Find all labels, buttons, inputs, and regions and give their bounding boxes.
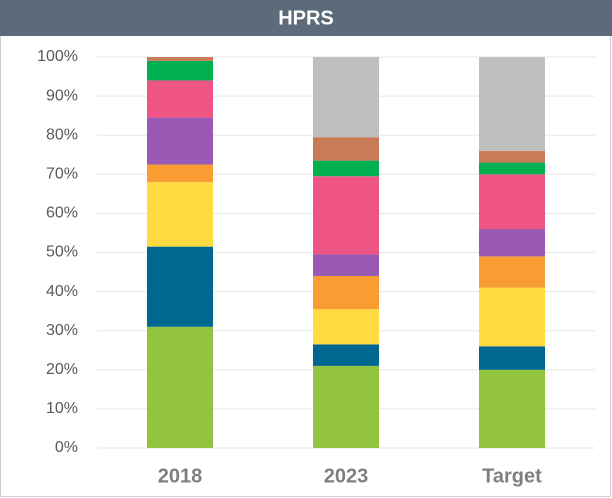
bar-segment bbox=[313, 254, 379, 276]
bar-segment bbox=[479, 256, 545, 288]
bar-segment bbox=[313, 57, 379, 138]
y-tick-label: 30% bbox=[46, 322, 78, 339]
chart-title: HPRS bbox=[278, 7, 334, 29]
y-tick-label: 80% bbox=[46, 126, 78, 143]
bar-segment bbox=[479, 150, 545, 163]
bar-segment bbox=[313, 176, 379, 255]
bar-segment bbox=[479, 162, 545, 175]
bar-segment bbox=[313, 309, 379, 345]
x-tick-label: 2023 bbox=[324, 465, 369, 487]
y-tick-label: 0% bbox=[55, 439, 78, 456]
bar-segment bbox=[313, 275, 379, 310]
bar-segment bbox=[313, 344, 379, 366]
bar-segment bbox=[147, 182, 213, 247]
bar-segment bbox=[147, 164, 213, 183]
y-tick-label: 60% bbox=[46, 205, 78, 222]
bar-segment bbox=[313, 160, 379, 177]
y-tick-label: 90% bbox=[46, 87, 78, 104]
bar-segment bbox=[147, 117, 213, 165]
y-tick-label: 10% bbox=[46, 400, 78, 417]
bar-segment bbox=[479, 57, 545, 151]
bar-segment bbox=[147, 326, 213, 448]
bar-segment bbox=[147, 80, 213, 118]
bar-segment bbox=[479, 287, 545, 347]
bar-segment bbox=[313, 137, 379, 161]
y-tick-label: 40% bbox=[46, 283, 78, 300]
bar-segment bbox=[147, 246, 213, 327]
y-tick-label: 20% bbox=[46, 361, 78, 378]
x-tick-label: Target bbox=[482, 465, 542, 487]
bar-segment bbox=[147, 57, 213, 61]
bar-segment bbox=[313, 365, 379, 448]
x-tick-label: 2018 bbox=[158, 465, 203, 487]
bar-segment bbox=[479, 229, 545, 257]
bar-segment bbox=[479, 174, 545, 230]
y-tick-label: 70% bbox=[46, 166, 78, 183]
title-bar bbox=[0, 0, 612, 36]
bar-segment bbox=[479, 369, 545, 448]
bar-segment bbox=[147, 60, 213, 81]
bar-segment bbox=[479, 346, 545, 370]
y-tick-label: 100% bbox=[37, 48, 78, 65]
y-tick-label: 50% bbox=[46, 244, 78, 261]
